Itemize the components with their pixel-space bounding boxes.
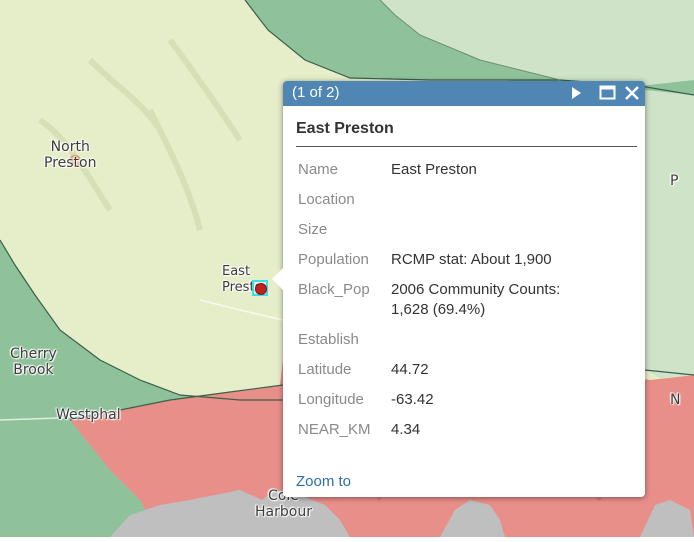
attribute-key: Location xyxy=(298,191,355,208)
attribute-row: Longitude -63.42 xyxy=(296,385,560,415)
attribute-value xyxy=(391,325,560,355)
urban-area-gray-3 xyxy=(640,500,694,537)
place-label-north-preston: North Preston xyxy=(44,139,97,171)
attribute-table: Name East Preston Location Size Populatio… xyxy=(296,155,560,445)
attribute-key: Size xyxy=(298,221,328,238)
urban-area-gray xyxy=(110,490,350,537)
attribute-row: Size xyxy=(296,215,560,245)
region-pale-northeast xyxy=(380,0,694,86)
attribute-value xyxy=(391,185,560,215)
attribute-key: Longitude xyxy=(298,391,364,408)
boundary-line-west xyxy=(0,239,283,401)
road-lines xyxy=(0,299,284,421)
region-pale-east xyxy=(645,90,694,378)
popup-body: East Preston Name East Preston Location S… xyxy=(283,106,645,445)
place-label-edge-p: P xyxy=(670,173,679,189)
next-arrow-icon[interactable] xyxy=(566,83,586,103)
attribute-row: Black_Pop 2006 Community Counts: 1,628 (6… xyxy=(296,275,560,325)
selected-feature-marker[interactable] xyxy=(252,280,268,296)
popup-header: (1 of 2) xyxy=(283,81,645,106)
zoom-to-link[interactable]: Zoom to xyxy=(296,473,352,490)
attribute-key: Establish xyxy=(298,331,359,348)
attribute-value: East Preston xyxy=(391,161,477,178)
attribute-value: -63.42 xyxy=(391,391,434,408)
attribute-key: Black_Pop xyxy=(298,281,370,298)
boundary-line-northeast xyxy=(379,0,561,81)
feature-count: (1 of 2) xyxy=(292,84,340,101)
boundary-line-south xyxy=(69,369,694,421)
attribute-key: Latitude xyxy=(298,361,352,378)
attribute-row: Name East Preston xyxy=(296,155,560,185)
popup-pointer xyxy=(272,267,284,291)
attribute-value: 44.72 xyxy=(391,361,429,378)
attribute-value: 2006 Community Counts: 1,628 (69.4%) xyxy=(391,281,561,318)
maximize-icon[interactable] xyxy=(598,83,618,103)
town-dot-north-preston xyxy=(69,155,81,167)
attribute-row: Latitude 44.72 xyxy=(296,355,560,385)
attribute-key: NEAR_KM xyxy=(298,421,371,438)
place-label-edge-n: N xyxy=(670,392,681,408)
attribute-value: RCMP stat: About 1,900 xyxy=(391,251,552,268)
attribute-row: NEAR_KM 4.34 xyxy=(296,415,560,445)
place-label-westphal: Westphal xyxy=(56,407,121,423)
urban-area-gray-2 xyxy=(440,500,505,537)
popup-title: East Preston xyxy=(296,120,637,147)
close-icon[interactable] xyxy=(622,83,642,103)
attribute-value: 4.34 xyxy=(391,421,421,438)
attribute-key: Population xyxy=(298,251,369,268)
attribute-row: Establish xyxy=(296,325,560,355)
attribute-key: Name xyxy=(298,161,339,178)
attribute-row: Location xyxy=(296,185,560,215)
place-label-cherry-brook: Cherry Brook xyxy=(10,346,57,378)
attribute-row: Population RCMP stat: About 1,900 xyxy=(296,245,560,275)
map-pin-icon[interactable] xyxy=(255,283,267,295)
info-popup: (1 of 2) East Preston Name East Preston L… xyxy=(272,81,645,497)
attribute-value xyxy=(391,215,560,245)
